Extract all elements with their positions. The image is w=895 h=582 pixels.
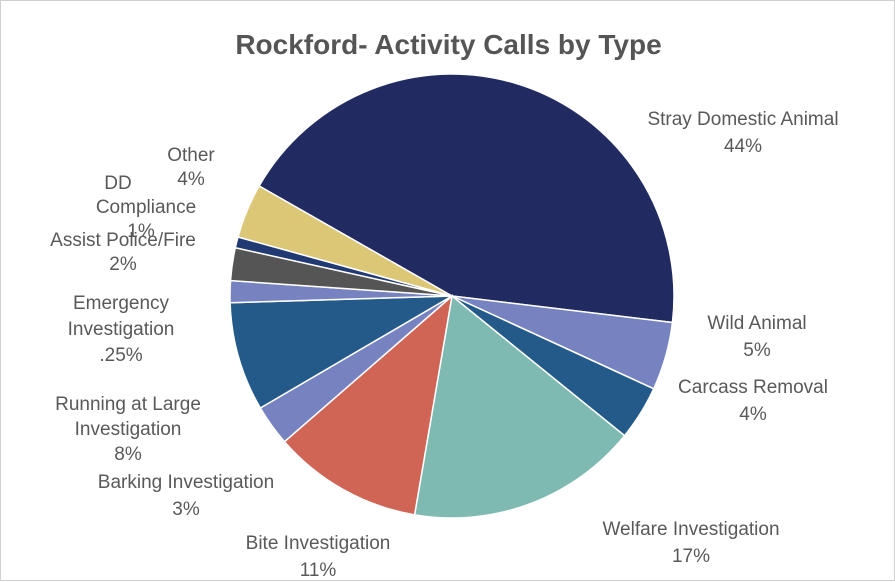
slice-label-running-at-large-investigation: Running at Large Investigation 8% (55, 394, 201, 465)
slice-label-dd-compliance: DD Compliance 1% (96, 173, 196, 242)
slice-label-emergency-investigation: Emergency Investigation .25% (68, 293, 175, 366)
pie-slice-other (237, 184, 453, 297)
pie-slice-bite-investigation (283, 294, 454, 516)
slice-label-welfare-investigation: Welfare Investigation 17% (602, 519, 779, 567)
slice-label-stray-domestic-animal: Stray Domestic Animal 44% (647, 109, 838, 157)
slice-label-wild-animal: Wild Animal 5% (707, 313, 806, 361)
slice-label-other: Other 4% (167, 145, 215, 190)
pie-slice-stray-domestic-animal (258, 73, 675, 324)
pie-labels: Stray Domestic Animal 44% Wild Animal 5% Car… (50, 109, 838, 581)
pie-slices (229, 73, 675, 519)
slice-label-assist-police-fire: Assist Police/Fire 2% (50, 230, 196, 275)
slice-label-barking-investigation: Barking Investigation 3% (98, 472, 274, 520)
pie-slice-running-at-large-investigation (229, 295, 453, 410)
slice-label-bite-investigation: Bite Investigation 11% (246, 533, 391, 581)
pie-slice-welfare-investigation (413, 294, 626, 519)
chart-title: Rockford- Activity Calls by Type (235, 29, 662, 60)
slice-label-carcass-removal: Carcass Removal 4% (678, 377, 828, 425)
